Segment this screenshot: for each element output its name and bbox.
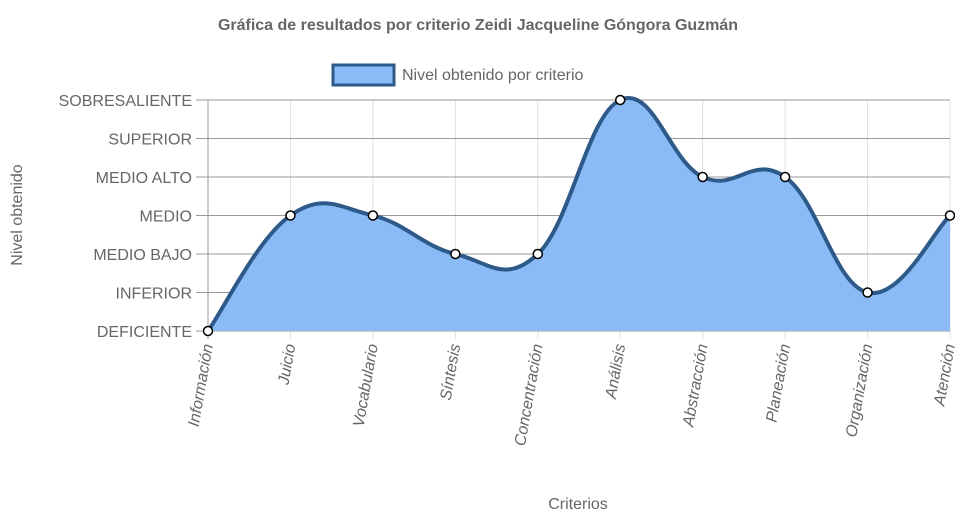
data-points bbox=[202, 94, 955, 337]
x-axis-label: Criterios bbox=[548, 496, 608, 513]
legend[interactable]: Nivel obtenido por criterio bbox=[331, 63, 584, 87]
y-axis-label: Nivel obtenido bbox=[9, 164, 26, 266]
y-tick-labels: DEFICIENTE INFERIOR MEDIO BAJO MEDIO MEDIO A… bbox=[59, 93, 192, 341]
x-tick-label: Síntesis bbox=[438, 343, 465, 402]
data-point[interactable] bbox=[862, 287, 873, 298]
y-tick-label: MEDIO BAJO bbox=[93, 247, 192, 264]
x-tick-labels: Información Juicio Vocabulario Síntesis Conc… bbox=[186, 343, 955, 448]
data-point[interactable] bbox=[779, 171, 791, 183]
data-point[interactable] bbox=[367, 210, 379, 221]
y-tick-label: SOBRESALIENTE bbox=[59, 93, 192, 110]
legend-label: Nivel obtenido por criterio bbox=[402, 67, 584, 84]
x-tick-label: Información bbox=[186, 343, 217, 428]
data-point[interactable] bbox=[202, 325, 214, 337]
data-point[interactable] bbox=[285, 210, 296, 221]
x-tick-label: Planeación bbox=[764, 343, 795, 424]
area-layer bbox=[206, 96, 952, 333]
x-tick-label: Concentración bbox=[512, 343, 547, 448]
chart-title: Gráfica de resultados por criterio Zeidi… bbox=[218, 17, 738, 34]
x-tick-label: Vocabulario bbox=[351, 343, 382, 429]
x-tick-label: Juicio bbox=[275, 343, 299, 387]
series-area bbox=[208, 97, 950, 331]
data-point[interactable] bbox=[614, 94, 626, 106]
y-tick-label: DEFICIENTE bbox=[97, 324, 192, 341]
x-tick-label: Atención bbox=[931, 343, 955, 408]
data-point[interactable] bbox=[697, 171, 708, 183]
data-point[interactable] bbox=[944, 210, 955, 221]
x-tick-label: Análisis bbox=[603, 343, 629, 401]
y-tick-label: INFERIOR bbox=[116, 286, 192, 303]
x-tick-label: Abstracción bbox=[680, 343, 711, 429]
data-point[interactable] bbox=[532, 248, 544, 260]
series-line bbox=[206, 96, 952, 333]
y-tick-label: SUPERIOR bbox=[108, 132, 192, 149]
y-tick-label: MEDIO bbox=[140, 209, 192, 226]
y-tick-label: MEDIO ALTO bbox=[96, 170, 192, 187]
data-point[interactable] bbox=[450, 248, 461, 260]
x-tick-label: Organización bbox=[843, 343, 876, 439]
legend-swatch bbox=[331, 63, 396, 87]
